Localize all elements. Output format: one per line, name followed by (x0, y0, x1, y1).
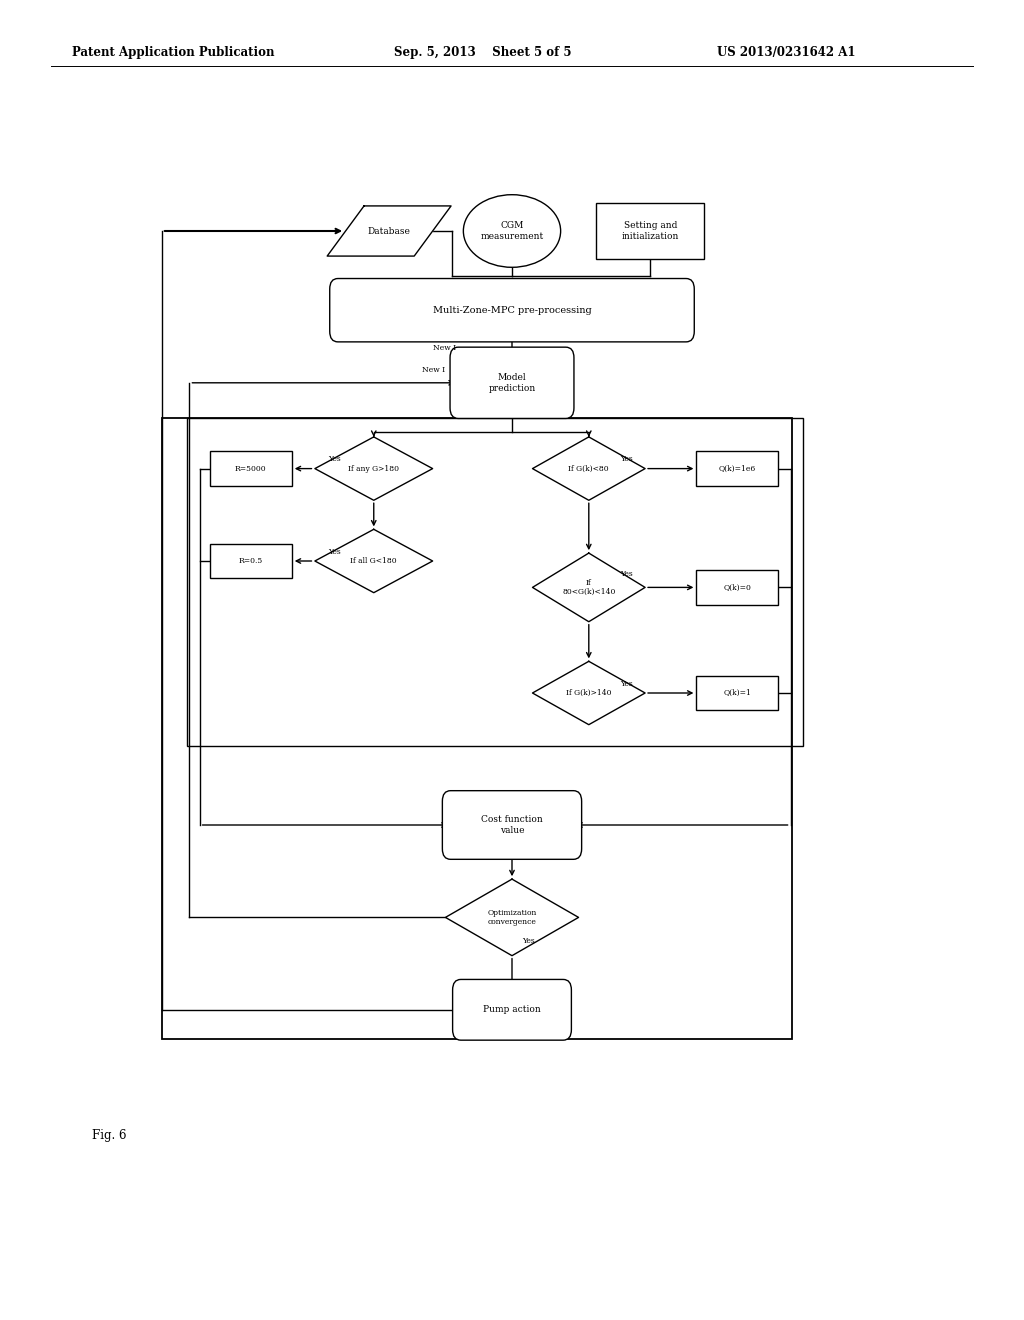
Text: If G(k)>140: If G(k)>140 (566, 689, 611, 697)
FancyBboxPatch shape (330, 279, 694, 342)
FancyBboxPatch shape (210, 544, 292, 578)
Text: Optimization
convergence: Optimization convergence (487, 908, 537, 927)
Text: Yes: Yes (329, 548, 341, 556)
Polygon shape (315, 529, 432, 593)
Text: Database: Database (368, 227, 411, 235)
FancyBboxPatch shape (596, 203, 705, 259)
Text: Cost function
value: Cost function value (481, 816, 543, 834)
Polygon shape (532, 437, 645, 500)
Text: Model
prediction: Model prediction (488, 374, 536, 392)
Polygon shape (532, 553, 645, 622)
Text: Yes: Yes (621, 570, 633, 578)
Text: New I: New I (422, 366, 445, 374)
Polygon shape (328, 206, 451, 256)
Text: Patent Application Publication: Patent Application Publication (72, 46, 274, 59)
Text: Setting and
initialization: Setting and initialization (622, 222, 679, 240)
Text: If G(k)<80: If G(k)<80 (568, 465, 609, 473)
Text: Yes: Yes (329, 455, 341, 463)
FancyBboxPatch shape (453, 979, 571, 1040)
Text: Yes: Yes (621, 455, 633, 463)
Text: If all G<180: If all G<180 (350, 557, 397, 565)
Text: Sep. 5, 2013    Sheet 5 of 5: Sep. 5, 2013 Sheet 5 of 5 (394, 46, 571, 59)
Text: Yes: Yes (621, 680, 633, 688)
Polygon shape (315, 437, 432, 500)
Text: Multi-Zone-MPC pre-processing: Multi-Zone-MPC pre-processing (432, 306, 592, 314)
Text: If
80<G(k)<140: If 80<G(k)<140 (562, 578, 615, 597)
Text: Q(k)=1e6: Q(k)=1e6 (719, 465, 756, 473)
FancyBboxPatch shape (696, 451, 778, 486)
FancyBboxPatch shape (210, 451, 292, 486)
Text: Pump action: Pump action (483, 1006, 541, 1014)
Text: CGM
measurement: CGM measurement (480, 222, 544, 240)
FancyBboxPatch shape (442, 791, 582, 859)
Text: R=0.5: R=0.5 (239, 557, 263, 565)
Text: Fig. 6: Fig. 6 (92, 1129, 127, 1142)
Text: If any G>180: If any G>180 (348, 465, 399, 473)
FancyBboxPatch shape (696, 570, 778, 605)
Text: Yes: Yes (522, 937, 535, 945)
Text: US 2013/0231642 A1: US 2013/0231642 A1 (717, 46, 855, 59)
Text: R=5000: R=5000 (236, 465, 266, 473)
Polygon shape (445, 879, 579, 956)
Text: Q(k)=1: Q(k)=1 (723, 689, 752, 697)
Polygon shape (532, 661, 645, 725)
FancyBboxPatch shape (696, 676, 778, 710)
FancyBboxPatch shape (451, 347, 573, 418)
Text: New I: New I (432, 345, 456, 352)
Ellipse shape (463, 195, 561, 267)
Text: Q(k)=0: Q(k)=0 (723, 583, 752, 591)
